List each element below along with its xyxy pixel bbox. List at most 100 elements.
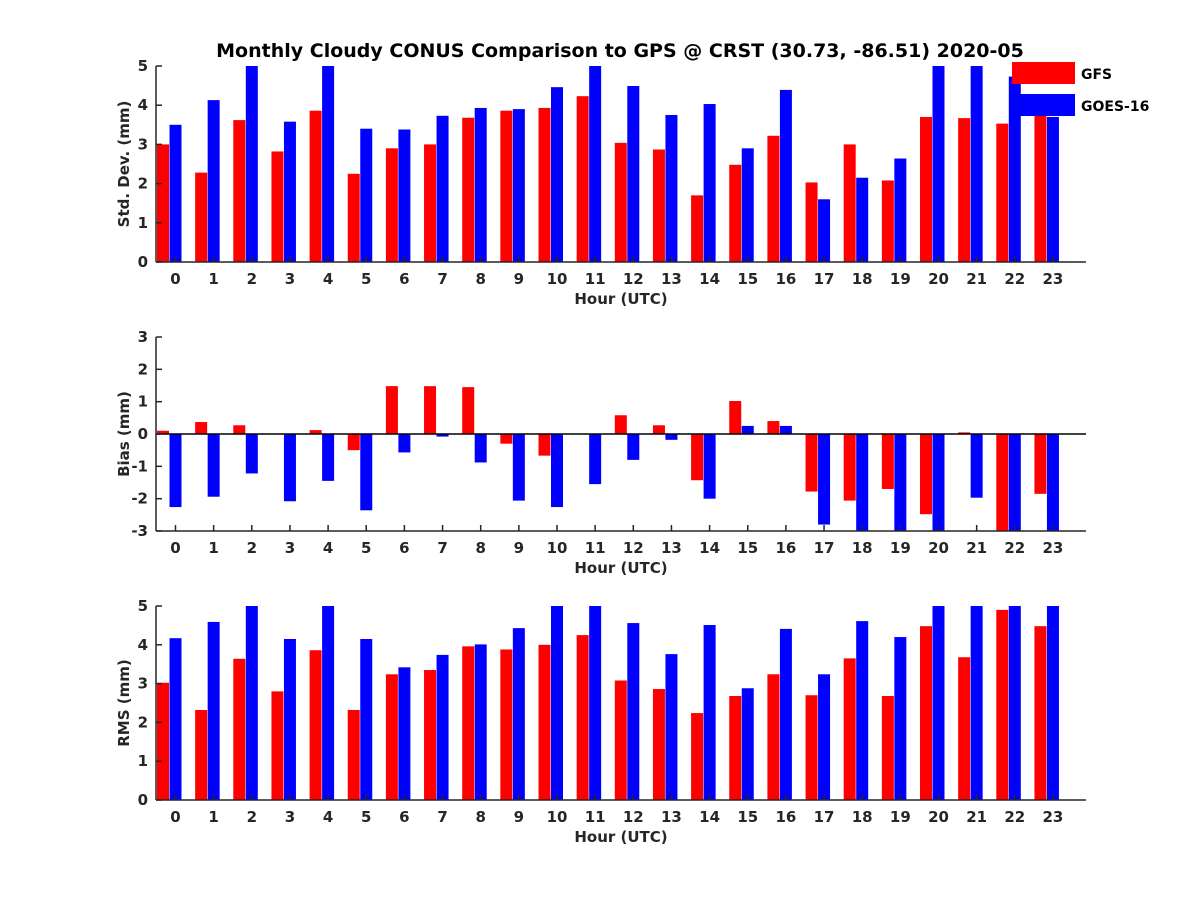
bar-goes-16-19 bbox=[894, 158, 907, 262]
x-tick-label: 20 bbox=[928, 539, 949, 557]
bar-gfs-3 bbox=[271, 691, 284, 800]
x-tick-label: 12 bbox=[623, 808, 644, 826]
bar-gfs-5 bbox=[347, 709, 360, 800]
y-tick-label: 4 bbox=[138, 636, 148, 654]
bar-goes-16-11 bbox=[589, 606, 602, 800]
bar-goes-16-23 bbox=[1046, 606, 1059, 800]
bar-goes-16-13 bbox=[665, 434, 678, 440]
bar-goes-16-1 bbox=[207, 621, 220, 800]
x-tick-label: 16 bbox=[775, 808, 796, 826]
x-tick-label: 23 bbox=[1043, 270, 1064, 288]
bar-gfs-1 bbox=[195, 172, 208, 262]
x-tick-label: 15 bbox=[737, 539, 758, 557]
x-tick-label: 18 bbox=[852, 539, 873, 557]
bar-gfs-1 bbox=[195, 422, 208, 434]
bar-goes-16-3 bbox=[283, 638, 296, 800]
bar-gfs-11 bbox=[576, 635, 589, 800]
bar-gfs-2 bbox=[233, 425, 246, 434]
y-tick-label: 0 bbox=[138, 791, 148, 809]
bar-goes-16-0 bbox=[169, 124, 182, 262]
bar-goes-16-3 bbox=[283, 121, 296, 262]
bar-gfs-18 bbox=[843, 144, 856, 262]
legend-label-gfs: GFS bbox=[1081, 67, 1112, 83]
bar-goes-16-4 bbox=[322, 66, 335, 262]
x-tick-label: 17 bbox=[814, 539, 835, 557]
bar-gfs-14 bbox=[691, 434, 704, 481]
bar-gfs-13 bbox=[652, 149, 665, 262]
y-tick-label: 0 bbox=[138, 425, 148, 443]
bar-goes-16-14 bbox=[703, 625, 716, 800]
bar-gfs-6 bbox=[385, 674, 398, 800]
bar-gfs-23 bbox=[1034, 109, 1047, 263]
x-tick-label: 3 bbox=[285, 270, 295, 288]
x-tick-label: 21 bbox=[966, 808, 987, 826]
bar-goes-16-14 bbox=[703, 104, 716, 262]
x-tick-label: 5 bbox=[361, 808, 371, 826]
x-axis-label: Hour (UTC) bbox=[574, 828, 667, 846]
y-tick-label: 5 bbox=[138, 597, 148, 615]
y-tick-label: 4 bbox=[138, 96, 148, 114]
bar-goes-16-8 bbox=[474, 434, 487, 463]
x-tick-label: 6 bbox=[399, 539, 409, 557]
bar-goes-16-21 bbox=[970, 434, 983, 498]
bar-goes-16-5 bbox=[360, 128, 373, 262]
bar-goes-16-1 bbox=[207, 100, 220, 262]
bar-goes-16-23 bbox=[1046, 116, 1059, 263]
bar-goes-16-6 bbox=[398, 667, 411, 800]
x-tick-label: 11 bbox=[585, 539, 606, 557]
x-tick-label: 8 bbox=[475, 539, 485, 557]
bar-gfs-12 bbox=[614, 415, 627, 434]
x-tick-label: 4 bbox=[323, 270, 333, 288]
x-tick-label: 3 bbox=[285, 808, 295, 826]
bar-gfs-0 bbox=[157, 430, 169, 434]
bar-goes-16-0 bbox=[169, 638, 182, 800]
x-tick-label: 7 bbox=[437, 808, 447, 826]
x-tick-label: 4 bbox=[323, 808, 333, 826]
bar-goes-16-14 bbox=[703, 434, 716, 499]
y-tick-label: 2 bbox=[138, 175, 148, 193]
bar-goes-16-1 bbox=[207, 434, 220, 497]
bar-gfs-10 bbox=[538, 107, 551, 262]
y-tick-label: -2 bbox=[131, 490, 148, 508]
bar-goes-16-18 bbox=[856, 434, 869, 531]
bar-gfs-2 bbox=[233, 658, 246, 800]
series-gfs bbox=[157, 609, 1047, 800]
x-tick-label: 15 bbox=[737, 270, 758, 288]
bar-gfs-0 bbox=[157, 682, 169, 800]
bar-goes-16-10 bbox=[551, 434, 563, 508]
bar-gfs-10 bbox=[538, 644, 551, 800]
x-tick-label: 10 bbox=[547, 539, 568, 557]
bar-gfs-22 bbox=[996, 434, 1009, 531]
bar-goes-16-10 bbox=[551, 87, 563, 262]
bar-gfs-9 bbox=[500, 110, 513, 262]
y-tick-label: 1 bbox=[138, 214, 148, 232]
bar-gfs-4 bbox=[309, 110, 322, 262]
x-tick-label: 12 bbox=[623, 270, 644, 288]
x-tick-label: 14 bbox=[699, 539, 720, 557]
y-tick-label: 0 bbox=[138, 253, 148, 271]
bar-gfs-7 bbox=[424, 386, 437, 434]
x-tick-label: 14 bbox=[699, 270, 720, 288]
bar-gfs-9 bbox=[500, 434, 513, 444]
x-tick-label: 13 bbox=[661, 808, 682, 826]
bar-goes-16-12 bbox=[627, 434, 640, 460]
bar-goes-16-8 bbox=[474, 644, 487, 800]
y-tick-label: 2 bbox=[138, 713, 148, 731]
x-tick-label: 9 bbox=[514, 270, 524, 288]
bar-gfs-12 bbox=[614, 680, 627, 800]
bar-gfs-8 bbox=[462, 387, 475, 434]
bar-goes-16-10 bbox=[551, 606, 563, 800]
bar-goes-16-17 bbox=[818, 674, 831, 800]
series-goes-16 bbox=[169, 425, 1059, 531]
bar-goes-16-18 bbox=[856, 177, 869, 262]
x-tick-label: 7 bbox=[437, 539, 447, 557]
y-axis-label: Bias (mm) bbox=[115, 391, 133, 477]
x-tick-label: 16 bbox=[775, 270, 796, 288]
bar-gfs-15 bbox=[729, 164, 742, 262]
bar-gfs-4 bbox=[309, 650, 322, 800]
bar-gfs-4 bbox=[309, 430, 322, 434]
x-tick-label: 23 bbox=[1043, 539, 1064, 557]
x-tick-label: 0 bbox=[170, 808, 180, 826]
